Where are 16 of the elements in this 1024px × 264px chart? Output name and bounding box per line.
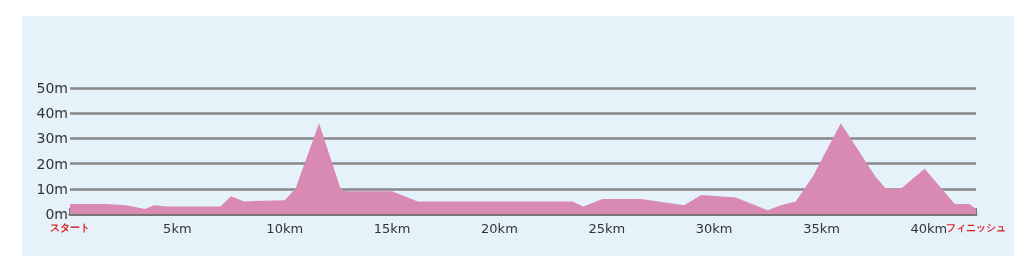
x-tick-label: 40km: [910, 221, 948, 236]
x-tick-label: 25km: [588, 221, 626, 236]
x-tick-label: 5km: [163, 221, 192, 236]
y-tick-label: 50m: [36, 80, 68, 96]
x-tick-label: フィニッシュ: [946, 221, 1006, 233]
y-tick-label: 40m: [36, 105, 68, 122]
x-tick-label: 10km: [266, 221, 304, 236]
x-tick-label: 35km: [803, 221, 840, 236]
x-tick-label: 20km: [481, 221, 518, 236]
y-tick-label: 10m: [36, 180, 68, 197]
y-tick-label: 20m: [36, 155, 68, 172]
y-tick-label: 0m: [45, 206, 68, 222]
x-tick-label: 30km: [695, 221, 733, 236]
x-tick-label: スタート: [50, 221, 90, 233]
y-tick-label: 30m: [36, 130, 68, 147]
x-tick-label: 15km: [373, 221, 411, 236]
